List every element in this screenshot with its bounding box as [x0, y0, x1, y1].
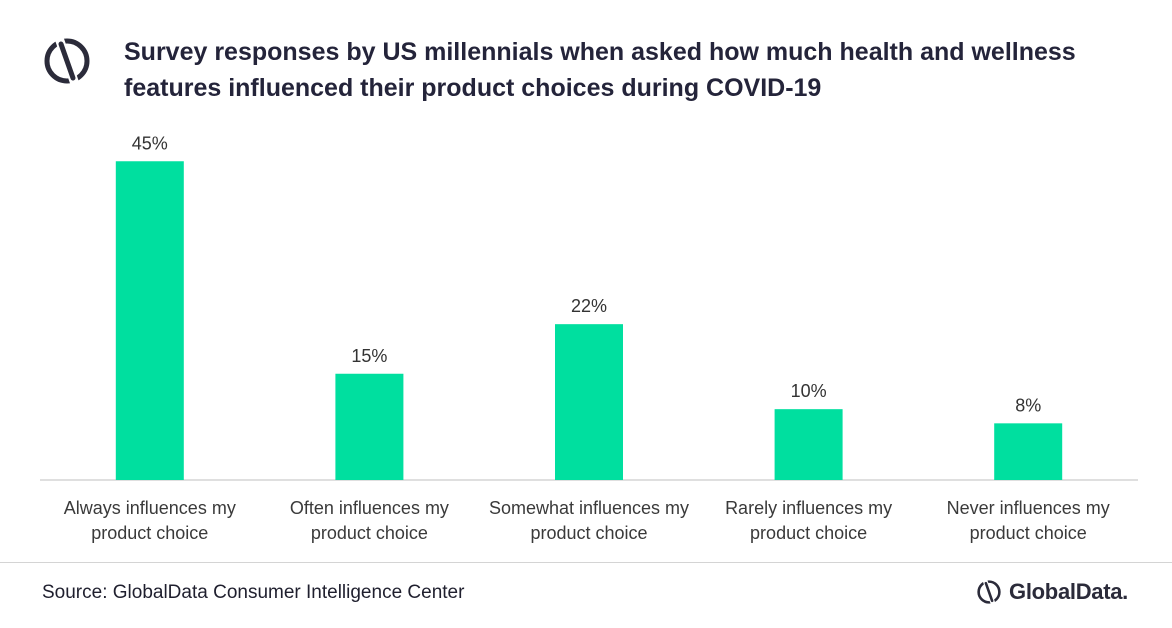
category-label-3-line-0: Rarely influences my: [725, 498, 892, 518]
bar-0: [115, 161, 184, 480]
bar-chart: 45% Always influences my product choice 15%…: [40, 133, 1138, 543]
footer-divider: [0, 562, 1172, 563]
bar-1: [335, 373, 404, 480]
globaldata-mark-icon: [977, 579, 1001, 605]
data-label-0: 45%: [132, 133, 168, 153]
category-label-3-line-1: product choice: [750, 523, 867, 543]
bar-2: [555, 324, 623, 480]
chart-title: Survey responses by US millennials when …: [124, 38, 1076, 102]
category-label-4-line-1: product choice: [970, 523, 1087, 543]
category-label-0-line-1: product choice: [91, 523, 208, 543]
data-label-2: 22%: [571, 296, 607, 316]
category-label-2-line-1: product choice: [530, 523, 647, 543]
category-label-1-line-1: product choice: [311, 523, 428, 543]
category-label-4-line-0: Never influences my: [947, 498, 1110, 518]
brand-logo: GlobalData.: [975, 578, 1128, 606]
category-label-1-line-0: Often influences my: [290, 498, 449, 518]
category-label-2-line-0: Somewhat influences my: [489, 498, 689, 518]
bar-3: [774, 409, 843, 480]
source-note: Source: GlobalData Consumer Intelligence…: [42, 582, 465, 603]
category-label-0-line-0: Always influences my: [64, 498, 236, 518]
data-label-3: 10%: [791, 381, 827, 401]
globaldata-mark-icon: [40, 34, 94, 88]
brand-name: GlobalData.: [1009, 579, 1128, 604]
bar-4: [994, 423, 1063, 480]
data-label-4: 8%: [1015, 395, 1041, 415]
data-label-1: 15%: [351, 346, 387, 366]
